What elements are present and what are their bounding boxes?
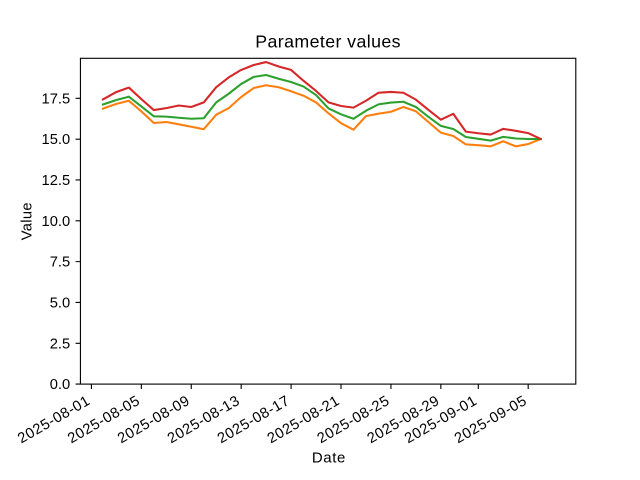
svg-text:5.0: 5.0 [50, 296, 70, 312]
svg-text:7.5: 7.5 [50, 255, 70, 271]
svg-text:Parameter values: Parameter values [255, 32, 401, 52]
svg-text:12.5: 12.5 [42, 173, 71, 189]
svg-text:15.0: 15.0 [42, 132, 71, 148]
svg-text:0.0: 0.0 [50, 377, 70, 393]
svg-text:Date: Date [312, 449, 346, 466]
svg-text:10.0: 10.0 [42, 214, 71, 230]
svg-text:17.5: 17.5 [42, 91, 71, 107]
svg-text:2.5: 2.5 [50, 336, 70, 352]
svg-text:Value: Value [20, 202, 36, 240]
